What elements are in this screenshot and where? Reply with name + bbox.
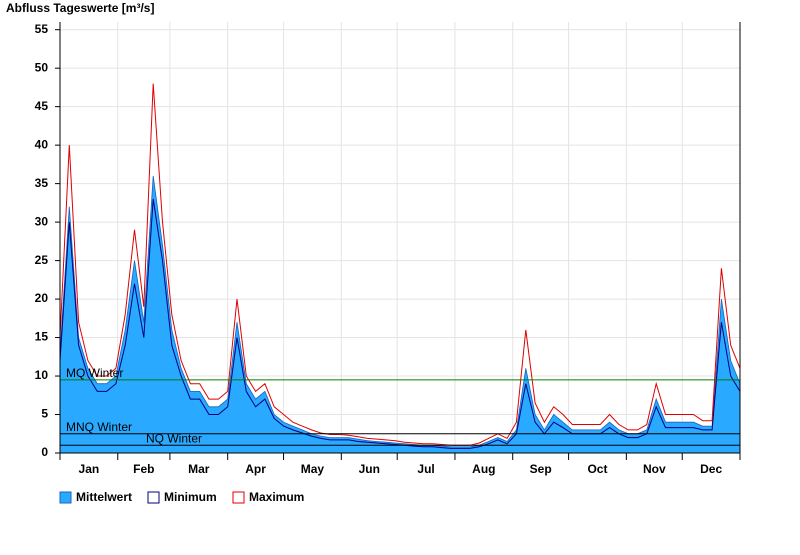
y-tick-label: 50 — [35, 60, 49, 74]
x-tick-label: Nov — [643, 462, 666, 476]
y-tick-label: 15 — [35, 330, 49, 344]
x-tick-label: Aug — [472, 462, 495, 476]
x-tick-label: Jul — [417, 462, 434, 476]
y-tick-label: 10 — [35, 368, 49, 382]
reference-label: NQ Winter — [146, 431, 202, 445]
x-tick-label: Jun — [359, 462, 380, 476]
x-tick-label: Feb — [133, 462, 154, 476]
y-tick-label: 45 — [35, 99, 49, 113]
y-tick-label: 30 — [35, 214, 49, 228]
legend-label: Minimum — [164, 490, 217, 504]
y-tick-label: 55 — [35, 22, 49, 36]
y-tick-label: 20 — [35, 291, 49, 305]
chart-title: Abfluss Tageswerte [m³/s] — [6, 1, 154, 15]
legend-swatch — [147, 491, 160, 504]
reference-label: MNQ Winter — [66, 420, 132, 434]
x-tick-label: Dec — [700, 462, 722, 476]
x-tick-label: Sep — [530, 462, 552, 476]
mean-area — [59, 175, 741, 454]
reference-label: MQ Winter — [66, 366, 123, 380]
legend-label: Maximum — [249, 490, 304, 504]
y-tick-label: 40 — [35, 137, 49, 151]
y-tick-label: 0 — [41, 445, 48, 459]
x-tick-label: Apr — [245, 462, 266, 476]
legend-swatch — [59, 491, 72, 504]
x-tick-label: May — [301, 462, 325, 476]
x-tick-label: Oct — [587, 462, 607, 476]
y-tick-label: 35 — [35, 176, 49, 190]
y-tick-label: 5 — [41, 407, 48, 421]
legend-swatch — [232, 491, 245, 504]
legend-label: Mittelwert — [76, 490, 132, 504]
x-tick-label: Jan — [79, 462, 100, 476]
y-tick-label: 25 — [35, 253, 49, 267]
series-line — [59, 83, 741, 446]
x-tick-label: Mar — [188, 462, 210, 476]
